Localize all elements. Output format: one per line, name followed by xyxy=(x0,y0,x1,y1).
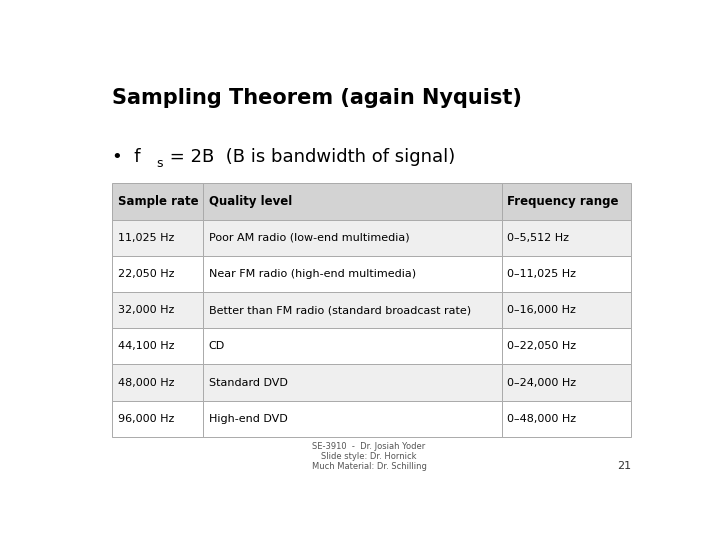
Text: SE-3910  -  Dr. Josiah Yoder
Slide style: Dr. Hornick
Much Material: Dr. Schilli: SE-3910 - Dr. Josiah Yoder Slide style: … xyxy=(312,442,426,471)
Bar xyxy=(112,220,203,256)
Text: MS: MS xyxy=(639,25,675,43)
Text: Poor AM radio (low-end multimedia): Poor AM radio (low-end multimedia) xyxy=(209,233,410,242)
Text: 0–11,025 Hz: 0–11,025 Hz xyxy=(507,269,576,279)
Text: Standard DVD: Standard DVD xyxy=(209,377,287,388)
Bar xyxy=(502,364,631,401)
Bar xyxy=(112,183,203,220)
Bar xyxy=(502,328,631,364)
Text: •  f: • f xyxy=(112,148,141,166)
Text: 48,000 Hz: 48,000 Hz xyxy=(118,377,174,388)
Bar xyxy=(203,401,502,437)
Text: 0–5,512 Hz: 0–5,512 Hz xyxy=(507,233,569,242)
Text: CD: CD xyxy=(209,341,225,352)
Bar xyxy=(203,292,502,328)
Text: = 2B  (B is bandwidth of signal): = 2B (B is bandwidth of signal) xyxy=(164,148,456,166)
Text: 0–16,000 Hz: 0–16,000 Hz xyxy=(507,305,576,315)
Bar xyxy=(112,328,203,364)
Bar xyxy=(203,328,502,364)
Bar xyxy=(502,401,631,437)
Text: 0–48,000 Hz: 0–48,000 Hz xyxy=(507,414,576,424)
Bar xyxy=(112,256,203,292)
Text: Sampling Theorem (again Nyquist): Sampling Theorem (again Nyquist) xyxy=(112,87,522,107)
Text: Near FM radio (high-end multimedia): Near FM radio (high-end multimedia) xyxy=(209,269,416,279)
Text: 11,025 Hz: 11,025 Hz xyxy=(118,233,174,242)
Text: 22,050 Hz: 22,050 Hz xyxy=(118,269,174,279)
Bar xyxy=(112,401,203,437)
Bar xyxy=(502,256,631,292)
Bar xyxy=(203,220,502,256)
Bar xyxy=(502,220,631,256)
Text: Better than FM radio (standard broadcast rate): Better than FM radio (standard broadcast… xyxy=(209,305,471,315)
Bar xyxy=(112,292,203,328)
Bar xyxy=(203,183,502,220)
Text: s: s xyxy=(156,157,162,170)
Text: High-end DVD: High-end DVD xyxy=(209,414,287,424)
Bar xyxy=(502,183,631,220)
Text: Frequency range: Frequency range xyxy=(507,195,618,208)
Bar xyxy=(203,256,502,292)
Text: 21: 21 xyxy=(617,462,631,471)
Bar xyxy=(502,292,631,328)
Bar xyxy=(203,364,502,401)
Text: 96,000 Hz: 96,000 Hz xyxy=(118,414,174,424)
Text: 0–24,000 Hz: 0–24,000 Hz xyxy=(507,377,576,388)
Text: Sample rate: Sample rate xyxy=(118,195,199,208)
Text: 0–22,050 Hz: 0–22,050 Hz xyxy=(507,341,576,352)
Text: 32,000 Hz: 32,000 Hz xyxy=(118,305,174,315)
Bar xyxy=(112,364,203,401)
Text: Quality level: Quality level xyxy=(209,195,292,208)
Text: 44,100 Hz: 44,100 Hz xyxy=(118,341,174,352)
Text: OE: OE xyxy=(641,57,673,75)
